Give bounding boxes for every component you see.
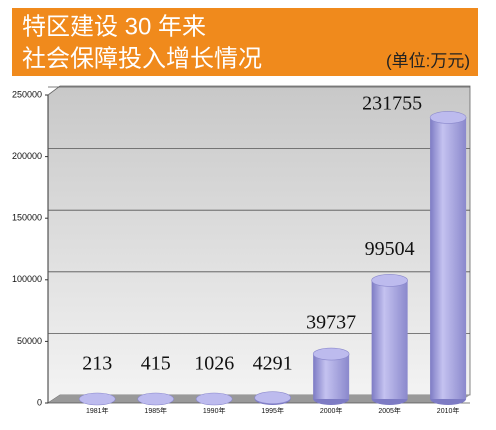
x-tick-label: 2000年 <box>320 406 343 415</box>
value-label: 4291 <box>253 353 293 375</box>
x-tick-label: 1990年 <box>203 406 226 415</box>
bar-top <box>78 392 116 406</box>
value-label: 231755 <box>362 93 422 115</box>
x-tick-label: 2005年 <box>378 406 401 415</box>
unit-label: (单位:万元) <box>386 51 470 70</box>
chart-title: 特区建设 30 年来 <box>22 13 206 40</box>
x-tick-label: 1985年 <box>144 406 167 415</box>
value-label: 415 <box>141 353 171 375</box>
bar-top <box>429 111 467 124</box>
value-label: 213 <box>82 353 112 375</box>
bar-top <box>195 392 233 406</box>
bar <box>313 354 350 399</box>
value-label: 1026 <box>194 353 234 375</box>
value-label: 99504 <box>365 238 415 260</box>
bar-top <box>371 274 408 287</box>
y-tick-label: 100000 <box>12 274 42 284</box>
y-tick-label: 250000 <box>12 89 42 99</box>
bar-top <box>312 347 350 361</box>
bar-top <box>254 391 291 405</box>
value-label: 39737 <box>306 312 356 334</box>
chart-subtitle: 社会保障投入增长情况 <box>22 45 262 72</box>
y-tick-label: 50000 <box>17 336 42 346</box>
x-tick-label: 1995年 <box>261 406 284 415</box>
bar-top <box>137 392 175 406</box>
x-tick-label: 2010年 <box>437 406 460 415</box>
x-tick-label: 1981年 <box>86 406 109 415</box>
header-band <box>12 8 478 76</box>
bar <box>430 117 467 399</box>
y-tick-label: 0 <box>37 397 42 407</box>
bar <box>371 280 408 399</box>
y-tick-label: 150000 <box>12 213 42 223</box>
y-tick-label: 200000 <box>12 151 42 161</box>
